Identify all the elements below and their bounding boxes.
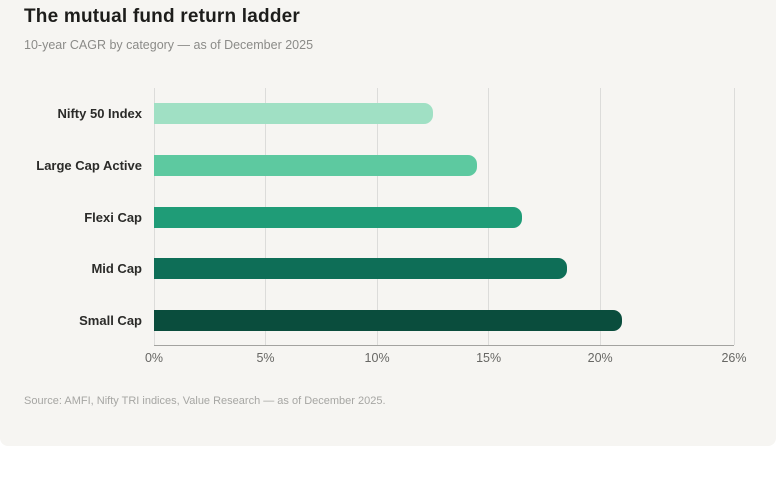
x-tick-label: 5% — [256, 351, 275, 365]
gridline-26% — [733, 88, 735, 345]
bar-small-cap — [154, 309, 623, 331]
bar-mid-cap — [154, 258, 567, 280]
source-note: Source: AMFI, Nifty TRI indices, Value R… — [24, 395, 386, 407]
gridline-20% — [599, 88, 601, 345]
bar-flexi-cap — [154, 206, 523, 228]
x-tick-label: 10% — [364, 351, 390, 365]
plot-area — [153, 88, 735, 346]
x-tick-label: 15% — [476, 351, 502, 365]
category-label-flexi-cap: Flexi Cap — [84, 209, 142, 225]
category-label-large-cap-active: Large Cap Active — [36, 157, 142, 173]
bar-nifty-50-index — [154, 103, 433, 125]
x-tick-label: 20% — [587, 351, 613, 365]
chart-subtitle: 10-year CAGR by category — as of Decembe… — [24, 38, 314, 52]
category-label-nifty-50-index: Nifty 50 Index — [57, 106, 142, 122]
x-tick-label: 26% — [721, 351, 747, 365]
bar-large-cap-active — [154, 154, 478, 176]
category-label-small-cap: Small Cap — [79, 312, 142, 328]
chart-card: The mutual fund return ladder 10-year CA… — [0, 0, 776, 446]
chart-title: The mutual fund return ladder — [24, 6, 301, 27]
x-tick-label: 0% — [144, 351, 164, 365]
category-label-mid-cap: Mid Cap — [91, 261, 142, 277]
